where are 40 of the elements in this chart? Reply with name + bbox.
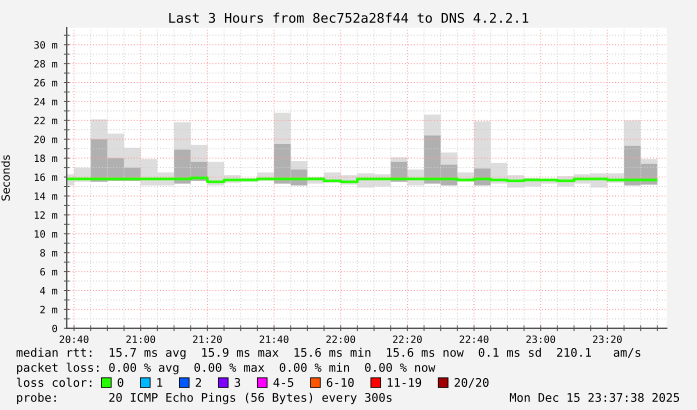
x-tick-label: 23:00 bbox=[526, 335, 556, 344]
y-axis-title: Seconds bbox=[1, 155, 10, 201]
legend-label: 4-5 bbox=[273, 378, 294, 387]
y-tick-label: 6 m bbox=[40, 268, 58, 276]
x-tick-label: 21:00 bbox=[126, 335, 156, 344]
legend-label: 2 bbox=[196, 378, 202, 387]
x-tick-label: 21:20 bbox=[193, 335, 222, 344]
x-tick-label: 22:40 bbox=[460, 335, 488, 344]
y-tick-label: 4 m bbox=[40, 287, 58, 294]
y-tick-label: 14 m bbox=[34, 192, 58, 200]
y-tick-label: 16 m bbox=[34, 173, 58, 182]
text: probe: 20 ICMP Echo Pings (56 Bytes) every 300s bbox=[17, 392, 392, 404]
y-tick-label: 24 m bbox=[34, 98, 58, 106]
y-tick-label: 0 bbox=[52, 324, 58, 332]
x-tick-label: 23:20 bbox=[593, 335, 622, 344]
legend-title: loss color: bbox=[16, 378, 92, 387]
x-tick-label: 22:00 bbox=[326, 335, 356, 344]
y-tick-label: 28 m bbox=[34, 60, 58, 68]
legend-label: 11-19 bbox=[388, 378, 422, 387]
x-tick-label: 20:40 bbox=[60, 335, 88, 344]
y-tick-label: 2 m bbox=[40, 306, 58, 314]
y-tick-label: 26 m bbox=[34, 78, 58, 86]
y-tick-label: 20 m bbox=[34, 136, 58, 144]
y-tick-label: 8 m bbox=[40, 249, 58, 257]
x-tick-label: 22:20 bbox=[393, 335, 422, 344]
legend-label: 3 bbox=[234, 378, 240, 387]
y-tick-label: 10 m bbox=[34, 230, 58, 238]
text: median rtt: 15.7 ms avg 15.9 ms max 15.6 ms min 15.6 ms now 0.1 ms sd 210.1 am/s bbox=[16, 348, 640, 360]
chart-title: Last 3 Hours from 8ec752a28f44 to DNS 4.2.2.1 bbox=[169, 12, 528, 23]
x-tick-label: 21:40 bbox=[260, 335, 288, 344]
legend-label: 20/20 bbox=[454, 378, 489, 388]
y-tick-label: 12 m bbox=[34, 211, 58, 219]
y-tick-label: 18 m bbox=[34, 154, 58, 162]
text: packet loss: 0.00 % avg 0.00 % max 0.00 % min 0.00 % now bbox=[17, 362, 436, 374]
y-tick-label: 30 m bbox=[34, 41, 58, 49]
legend-label: 0 bbox=[118, 378, 124, 387]
y-tick-label: 22 m bbox=[34, 116, 58, 124]
legend-label: 6-10 bbox=[326, 378, 354, 387]
legend-label: 1 bbox=[157, 378, 162, 387]
text: Mon Dec 15 23:37:38 2025 bbox=[510, 393, 680, 402]
